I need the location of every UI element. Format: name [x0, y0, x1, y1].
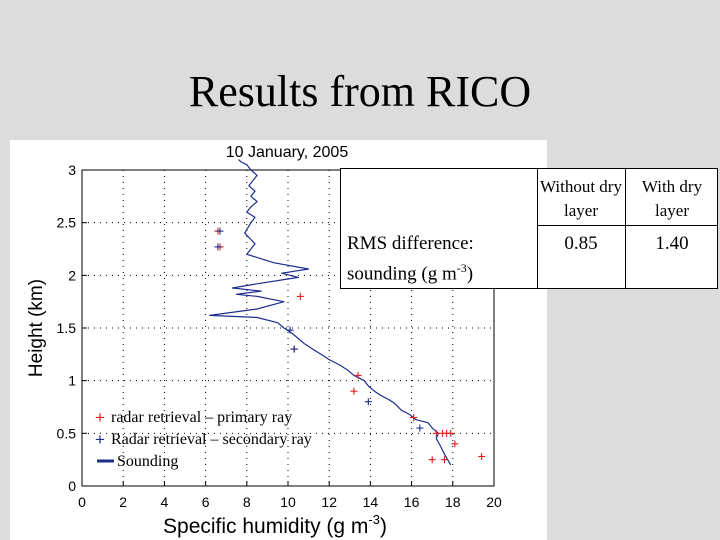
secondary-ray-point [216, 227, 224, 235]
value-without-dry-layer: 0.85 [564, 233, 598, 254]
primary-ray-point [354, 371, 362, 379]
y-tick-label: 1.5 [57, 320, 77, 336]
y-axis-label: Height (km) [26, 279, 47, 377]
humidity-profile-chart: 10 January, 2005 0 2 4 6 8 10 12 14 16 18 20 0 0.5 1 1… [26, 144, 502, 538]
legend-primary-marker: + [95, 408, 105, 427]
y-tick-label: 0 [68, 478, 76, 494]
secondary-ray-point [478, 453, 486, 461]
secondary-ray-point [416, 424, 424, 432]
x-axis-label-main: Specific humidity (g m [163, 515, 368, 538]
x-tick-label: 12 [321, 494, 337, 510]
sounding-line [209, 159, 452, 466]
primary-ray-point [350, 387, 358, 395]
legend-secondary-label: Radar retrieval – secondary ray [111, 431, 312, 448]
legend-sounding-label: Sounding [117, 453, 178, 470]
x-tick-label: 8 [243, 494, 251, 510]
slide-title: Results from RICO [188, 67, 532, 116]
rms-row-label-text: RMS difference: sounding (g m [347, 233, 474, 285]
primary-ray-point [451, 440, 459, 448]
rms-difference-table: RMS difference: sounding (g m-3) Without… [340, 168, 718, 289]
y-tick-label: 0.5 [57, 425, 77, 441]
axis-ticks: 0 2 4 6 8 10 12 14 16 18 20 0 0.5 1 1.5 2 2.5 3 [57, 162, 502, 510]
y-tick-label: 3 [68, 162, 76, 178]
secondary-ray-point [447, 429, 455, 437]
secondary-ray-point [364, 398, 372, 406]
col-with-dry-layer-header: With dry layer [641, 177, 703, 220]
rms-row-label-exponent: -3 [456, 261, 467, 275]
x-tick-label: 16 [404, 494, 420, 510]
legend: + radar retrieval – primary ray + Radar … [95, 408, 312, 470]
secondary-ray-point [286, 326, 294, 334]
primary-ray-point [410, 414, 418, 422]
x-axis-label-close: ) [380, 515, 387, 538]
y-tick-label: 1 [68, 373, 76, 389]
y-tick-label: 2 [68, 267, 76, 283]
primary-ray-point [441, 456, 449, 464]
legend-secondary-marker: + [95, 430, 105, 449]
legend-primary-label: radar retrieval – primary ray [111, 409, 292, 426]
x-tick-label: 14 [363, 494, 379, 510]
x-tick-label: 20 [486, 494, 502, 510]
rms-row-label-close: ) [466, 263, 474, 285]
primary-ray-point [296, 292, 304, 300]
primary-ray-point [432, 429, 440, 437]
x-axis-label: Specific humidity (g m-3) [163, 512, 387, 538]
primary-ray-point [428, 456, 436, 464]
col-without-dry-layer-header: Without dry layer [540, 177, 622, 220]
x-tick-label: 10 [280, 494, 296, 510]
x-tick-label: 4 [161, 494, 169, 510]
y-tick-label: 2.5 [57, 215, 77, 231]
table-divider-1 [537, 169, 538, 288]
value-with-dry-layer: 1.40 [655, 233, 689, 254]
secondary-ray-point [290, 345, 298, 353]
chart-title: 10 January, 2005 [226, 144, 349, 161]
x-tick-label: 18 [445, 494, 461, 510]
x-tick-label: 0 [78, 494, 86, 510]
secondary-ray-point [214, 243, 222, 251]
x-axis-label-exponent: -3 [368, 512, 380, 527]
series-layer [209, 159, 486, 466]
table-divider-2 [625, 169, 626, 288]
rms-row-label: RMS difference: sounding (g m-3) [347, 231, 533, 286]
x-tick-label: 2 [119, 494, 127, 510]
table-header-divider [537, 225, 717, 226]
x-tick-label: 6 [202, 494, 210, 510]
